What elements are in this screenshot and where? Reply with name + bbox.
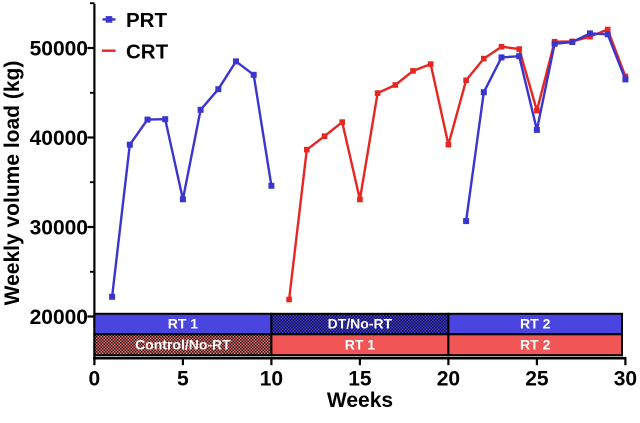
svg-text:RT 2: RT 2 xyxy=(520,316,551,332)
svg-text:50000: 50000 xyxy=(30,38,88,61)
svg-text:CRT: CRT xyxy=(126,41,169,64)
svg-text:10: 10 xyxy=(260,368,283,391)
svg-text:Control/No-RT: Control/No-RT xyxy=(135,337,231,353)
svg-text:30: 30 xyxy=(614,368,637,391)
svg-text:20000: 20000 xyxy=(30,306,88,329)
svg-text:15: 15 xyxy=(348,368,372,391)
svg-text:Weeks: Weeks xyxy=(327,389,393,412)
svg-text:PRT: PRT xyxy=(126,9,167,32)
svg-text:30000: 30000 xyxy=(30,217,88,240)
svg-text:0: 0 xyxy=(89,368,101,391)
svg-text:RT 1: RT 1 xyxy=(345,337,376,353)
svg-text:5: 5 xyxy=(177,368,189,391)
svg-text:RT 2: RT 2 xyxy=(520,337,551,353)
svg-text:RT 1: RT 1 xyxy=(168,316,199,332)
svg-text:25: 25 xyxy=(525,368,549,391)
svg-text:Weekly volume load (kg): Weekly volume load (kg) xyxy=(1,61,24,306)
svg-text:40000: 40000 xyxy=(30,127,88,150)
svg-text:20: 20 xyxy=(437,368,460,391)
svg-text:DT/No-RT: DT/No-RT xyxy=(328,316,393,332)
